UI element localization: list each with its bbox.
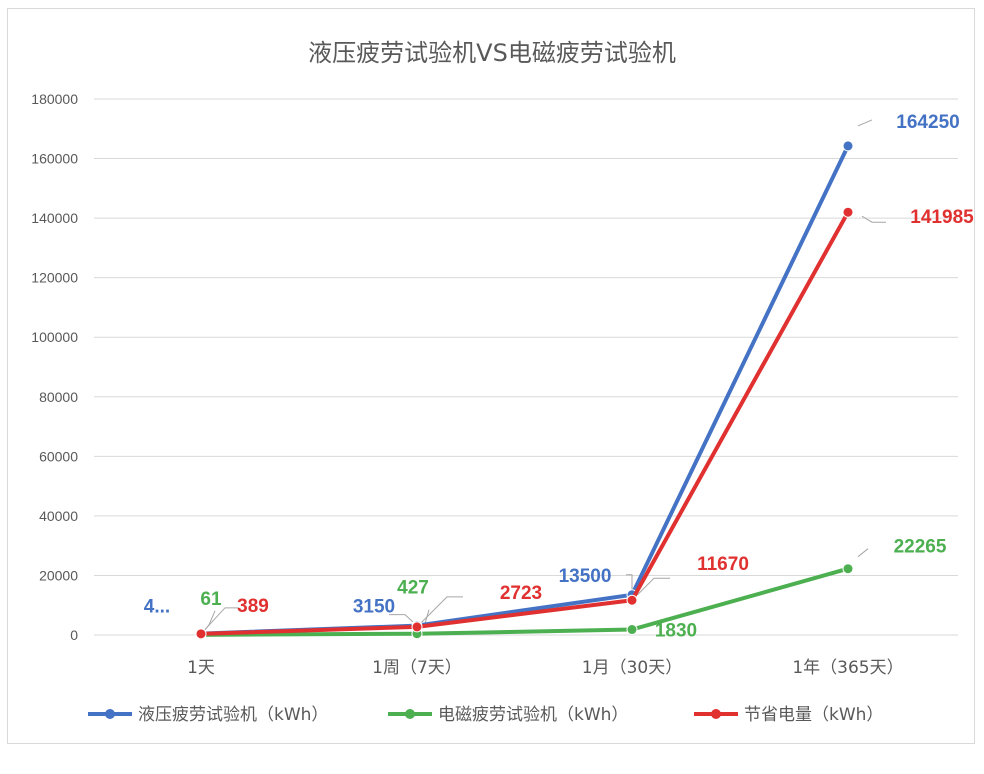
gridlines	[94, 98, 958, 636]
leader-line	[200, 607, 239, 635]
y-tick-label: 20000	[39, 567, 78, 583]
data-label: 11670	[697, 554, 749, 575]
legend-swatch-marker	[105, 709, 115, 719]
x-category-label: 1月（30天）	[582, 658, 682, 678]
legend: 液压疲劳试验机（kWh） 电磁疲劳试验机（kWh） 节省电量（kWh）	[88, 705, 883, 725]
chart-title: 液压疲劳试验机VS电磁疲劳试验机	[308, 39, 676, 67]
data-label: 3150	[353, 597, 395, 618]
data-point	[195, 628, 207, 640]
legend-label: 液压疲劳试验机（kWh）	[138, 705, 328, 725]
legend-swatch-marker	[711, 709, 721, 719]
legend-swatch-marker	[405, 709, 415, 719]
label-leader-lines	[200, 119, 886, 636]
x-category-label: 1年（365天）	[792, 658, 903, 678]
data-label: 141985	[910, 207, 974, 228]
legend-label: 电磁疲劳试验机（kWh）	[438, 705, 628, 725]
series-line	[200, 566, 849, 637]
y-tick-label: 160000	[31, 151, 78, 167]
y-tick-label: 40000	[39, 508, 78, 524]
data-point	[842, 206, 854, 218]
y-tick-label: 80000	[39, 389, 78, 405]
chart-frame: 液压疲劳试验机VS电磁疲劳试验机 0 20000 40000 60000 80000 10…	[7, 8, 975, 744]
leader-line	[857, 548, 869, 558]
leader-line	[416, 596, 463, 628]
y-tick-label: 100000	[31, 329, 78, 345]
y-tick-label: 0	[70, 627, 78, 643]
data-labels: 4... 3150 13500 164250 61 427 1830 22265 389 2723…	[144, 112, 974, 642]
line-chart: 液压疲劳试验机VS电磁疲劳试验机 0 20000 40000 60000 80000 10…	[31, 39, 974, 725]
y-tick-label: 140000	[31, 210, 78, 226]
data-point	[626, 594, 638, 606]
y-tick-label: 60000	[39, 448, 78, 464]
data-point	[626, 624, 638, 636]
data-label: 2723	[500, 583, 542, 604]
y-tick-label: 180000	[31, 91, 78, 107]
data-point	[842, 563, 854, 575]
series-lines	[195, 140, 854, 641]
data-label: 22265	[894, 537, 947, 558]
x-category-label: 1周（7天）	[372, 658, 462, 678]
leader-line	[857, 119, 873, 127]
data-label: 164250	[896, 112, 959, 133]
data-label: 61	[200, 589, 222, 610]
data-point	[411, 621, 423, 633]
x-axis-categories: 1天 1周（7天） 1月（30天） 1年（365天）	[187, 658, 904, 678]
leader-line	[626, 574, 633, 595]
data-label: 389	[237, 596, 269, 617]
leader-line	[861, 215, 886, 223]
y-tick-label: 120000	[31, 270, 78, 286]
data-label: 4...	[144, 597, 170, 618]
leader-line	[631, 577, 670, 601]
legend-label: 节省电量（kWh）	[744, 705, 883, 725]
data-label: 427	[397, 578, 429, 599]
data-label: 1830	[655, 621, 697, 642]
y-axis-ticks: 0 20000 40000 60000 80000 100000 120000 140000 1…	[31, 91, 78, 643]
series-line	[200, 211, 850, 636]
data-point	[842, 140, 854, 152]
x-category-label: 1天	[187, 658, 215, 678]
data-label: 13500	[559, 566, 612, 587]
